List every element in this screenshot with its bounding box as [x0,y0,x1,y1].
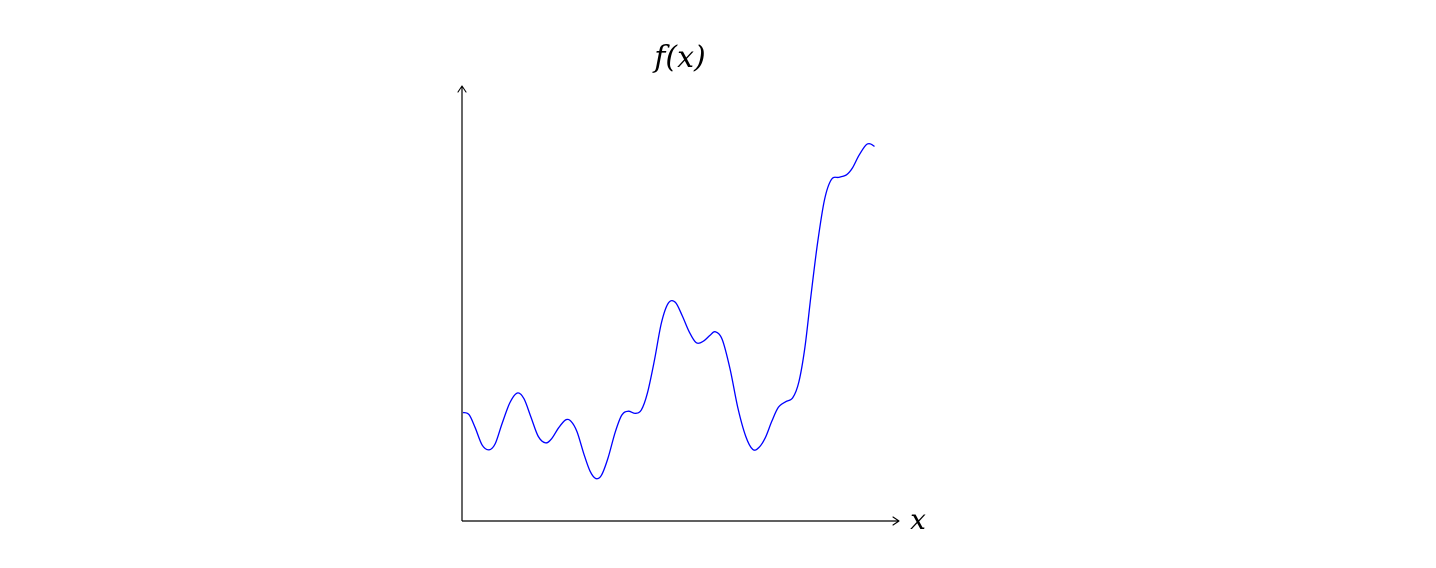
series-layer [462,143,875,480]
x-axis-label: x [910,503,926,536]
y-axis [457,85,467,521]
series-line-0 [462,143,875,480]
x-axis [462,516,900,526]
x-axis-arrow [892,516,900,526]
y-axis-arrow [457,85,467,93]
chart-title: f(x) [652,40,705,75]
